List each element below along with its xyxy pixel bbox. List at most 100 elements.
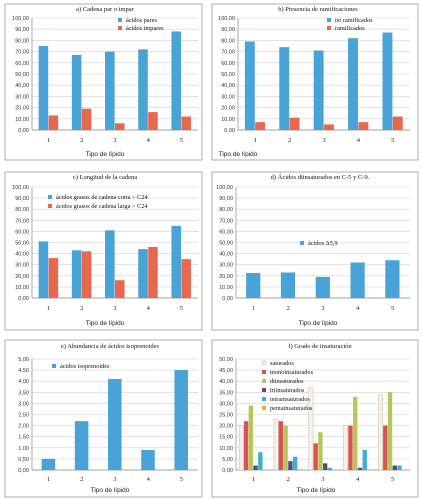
bar (318, 432, 323, 470)
bar (181, 259, 191, 298)
y-tick-label: 100,00 (12, 16, 29, 22)
legend-swatch (118, 18, 122, 22)
y-tick-label: 3,50 (18, 390, 29, 396)
x-tick-label: 5 (391, 476, 394, 483)
x-axis-label: Tipo de lípido (219, 151, 258, 158)
bar (148, 246, 158, 298)
x-tick-label: 1 (252, 305, 255, 312)
y-tick-label: 45,00 (219, 368, 233, 374)
bar (323, 463, 328, 470)
bar (392, 465, 397, 470)
bar (38, 46, 49, 130)
bar (278, 421, 284, 470)
x-tick-label: 1 (47, 476, 50, 483)
x-tick-label: 5 (180, 137, 183, 144)
chart-panel-2: 0,00 10,00 20,00 30,00 40,00 50,00 60,00 70,00 8… (211, 3, 419, 161)
x-tick-label: 3 (113, 305, 116, 312)
legend-swatch (48, 195, 52, 199)
legend-swatch (262, 406, 266, 410)
chart-frame (4, 339, 203, 498)
bar (258, 452, 263, 470)
y-tick-label: 70,00 (221, 50, 235, 56)
y-tick-label: 80,00 (219, 207, 233, 213)
y-tick-label: 70,00 (219, 218, 233, 224)
bar (353, 396, 358, 470)
bar (383, 425, 388, 470)
bar (246, 273, 261, 298)
bar (324, 124, 334, 130)
y-tick-label: 90,00 (219, 196, 233, 202)
y-tick-label: 10,00 (219, 285, 233, 291)
legend-swatch (262, 397, 266, 401)
bar (138, 249, 148, 298)
y-tick-label: 25,00 (219, 413, 233, 419)
bar (273, 418, 279, 471)
y-tick-label: 20,00 (221, 106, 235, 112)
legend-label: ácidos Δ5,9 (308, 240, 338, 247)
y-tick-label: 0,00 (222, 468, 233, 474)
x-axis-label: Tipo de lípido (91, 487, 130, 494)
bar (313, 443, 318, 470)
chart-title: b) Presencia de ramificaciones (278, 6, 358, 13)
bar (248, 405, 253, 470)
bar (385, 260, 400, 298)
x-tick-label: 4 (147, 305, 151, 312)
bar (74, 421, 89, 470)
legend-swatch (300, 241, 304, 245)
y-tick-label: 70,00 (15, 50, 29, 56)
y-tick-label: 90,00 (15, 196, 29, 202)
bar (402, 469, 407, 470)
legend-swatch (261, 360, 267, 366)
y-tick-label: 0,00 (18, 468, 29, 474)
y-tick-label: 20,00 (15, 106, 29, 112)
chart-panel-5: 0,00 0,50 1,00 1,50 2,00 2,50 3,00 3,50 4,00 4,50… (4, 339, 203, 498)
y-tick-label: 2,00 (18, 424, 29, 430)
chart-title: a) Cadena par o impar (76, 6, 135, 13)
bar (289, 117, 300, 130)
x-tick-label: 3 (113, 137, 116, 144)
x-tick-label: 2 (288, 137, 291, 144)
bar (262, 469, 268, 470)
bar (362, 450, 367, 470)
chart-title: d) Ácidos diinsaturados en C-5 y C-9. (271, 173, 370, 181)
bar (332, 469, 337, 470)
legend-label: ácidos impares (126, 25, 164, 32)
y-tick-label: 50,00 (219, 241, 233, 247)
x-axis-label: Tipo de lípido (86, 320, 125, 327)
chart-panel-6: 0,00 5,00 10,00 15,00 20,00 25,00 30,00 35,00 40… (211, 339, 419, 498)
legend-label: ácidos pares (126, 17, 157, 24)
y-tick-label: 20,00 (15, 274, 29, 280)
x-tick-label: 3 (321, 476, 324, 483)
y-tick-label: 30,00 (221, 94, 235, 100)
y-tick-label: 40,00 (219, 252, 233, 258)
y-tick-label: 30,00 (219, 401, 233, 407)
x-tick-label: 2 (80, 137, 83, 144)
y-tick-label: 0,00 (18, 128, 29, 134)
bar (367, 469, 372, 470)
legend-swatch (118, 26, 122, 30)
y-tick-label: 5,00 (18, 357, 29, 363)
y-tick-label: 20,00 (219, 274, 233, 280)
chart-frame (211, 171, 419, 331)
y-tick-label: 100,00 (216, 185, 233, 191)
bar (141, 450, 155, 470)
y-tick-label: 40,00 (15, 83, 29, 89)
y-tick-label: 100,00 (218, 16, 235, 22)
legend-label: pentainsaturados (270, 405, 313, 412)
bar (308, 387, 314, 471)
bar (280, 272, 296, 298)
bar (358, 122, 369, 130)
x-tick-label: 4 (356, 305, 360, 312)
y-tick-label: 15,00 (219, 435, 233, 441)
legend-swatch (52, 364, 56, 368)
x-tick-label: 3 (113, 476, 116, 483)
bar (397, 465, 402, 470)
bar (108, 378, 122, 470)
legend-swatch (327, 18, 331, 22)
y-tick-label: 90,00 (15, 27, 29, 33)
legend-swatch (48, 204, 52, 208)
y-tick-label: 1,00 (18, 446, 29, 452)
legend-swatch (262, 379, 266, 383)
x-axis-label: Tipo de lípido (299, 320, 338, 327)
